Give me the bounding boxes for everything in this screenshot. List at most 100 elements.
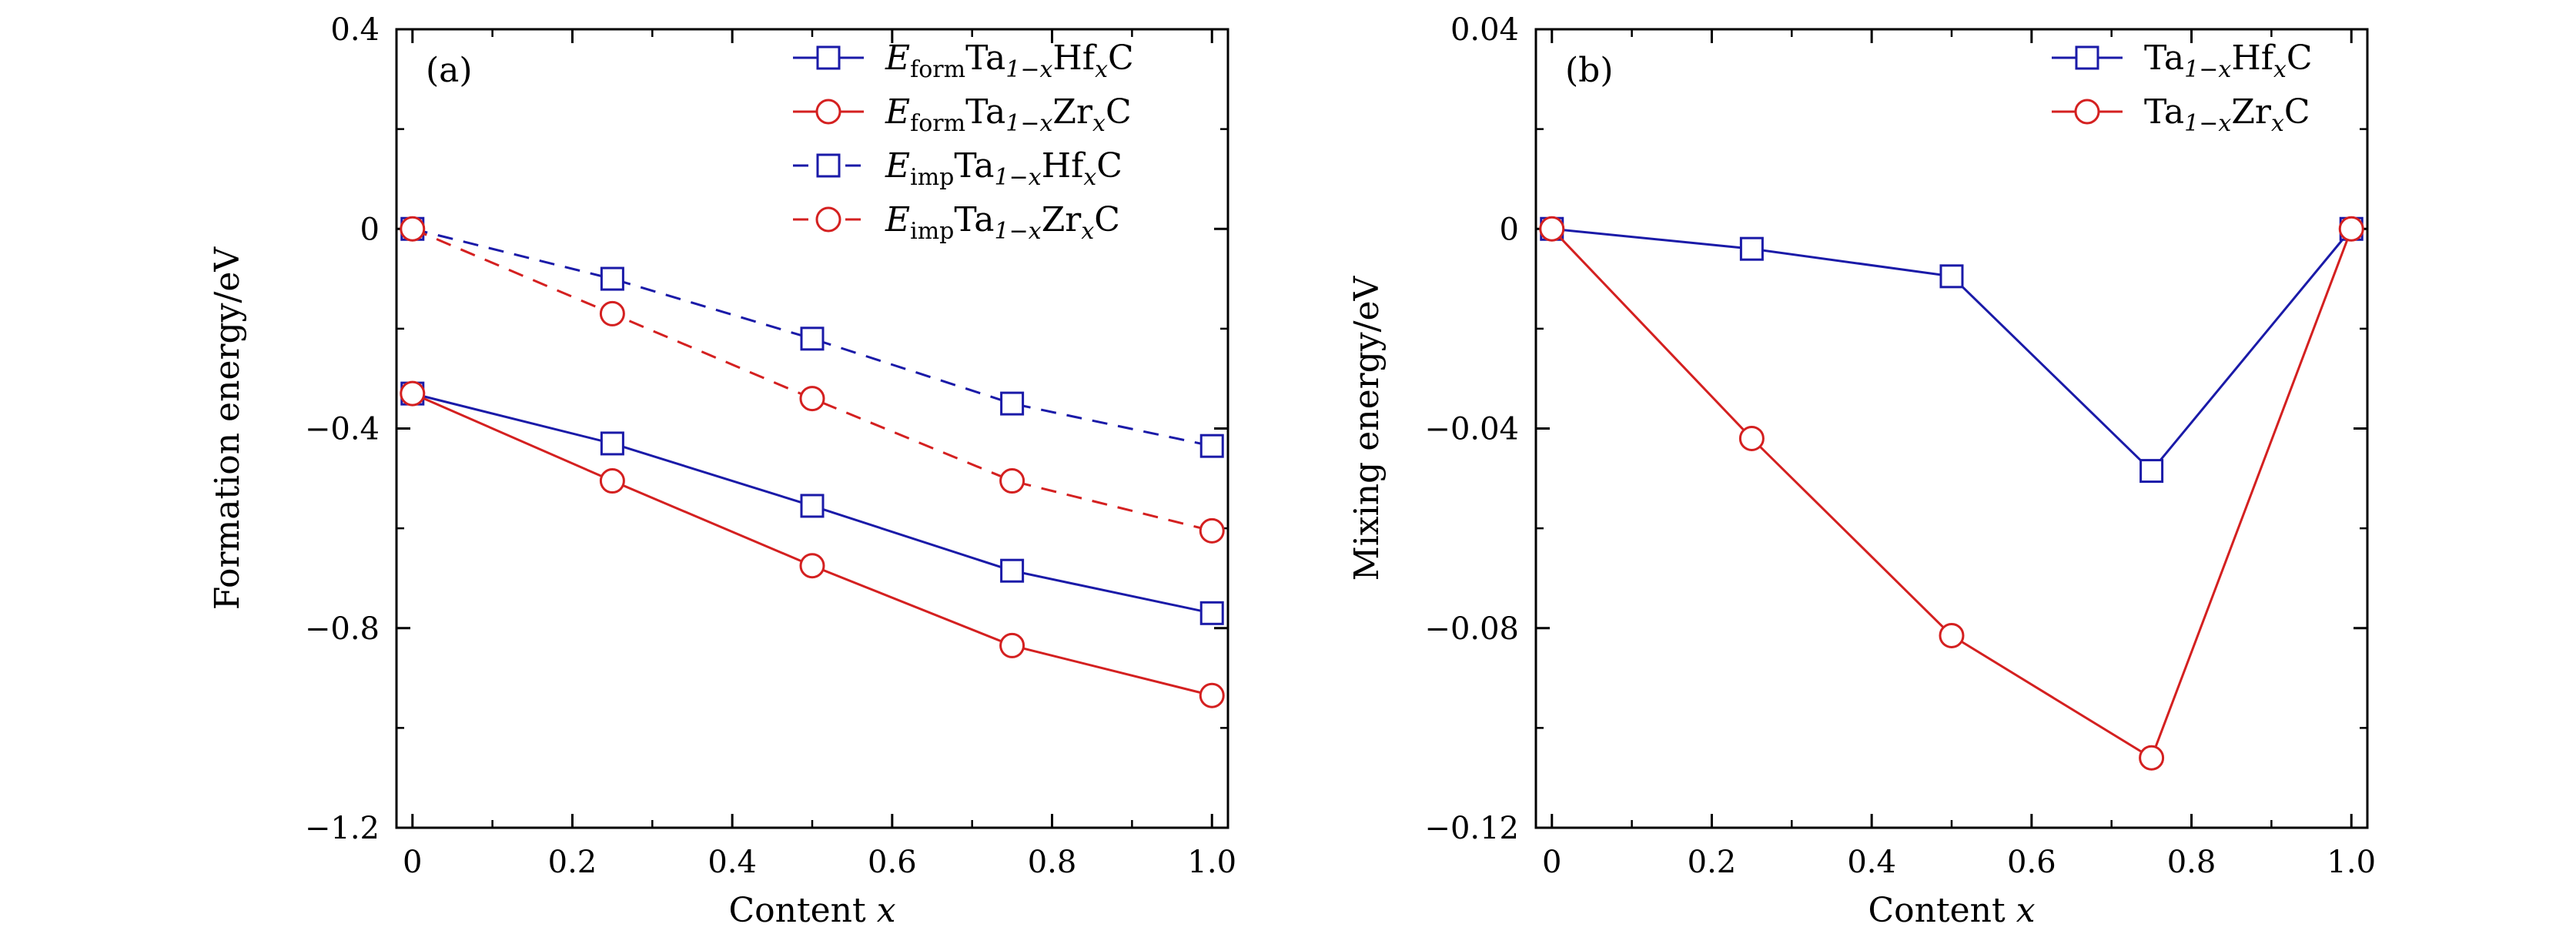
x-axis-title-text: Content (1868, 891, 2016, 930)
x-axis-title-text: Content (728, 891, 876, 930)
legend-entry: EimpTa1−xZrxC (885, 200, 1120, 245)
y-axis-title: Mixing energy/eV (1347, 275, 1387, 581)
legend-mid: Zr (1042, 200, 1082, 239)
y-tick-label: −1.2 (305, 811, 380, 846)
data-point (799, 386, 825, 412)
legend-marker (816, 45, 841, 70)
data-point (1000, 558, 1025, 583)
data-point (2139, 459, 2164, 484)
legend-sub2: x (1095, 56, 1108, 83)
data-point (1000, 391, 1025, 416)
data-point (599, 468, 625, 494)
legend-marker (815, 206, 841, 233)
legend-end: C (1106, 92, 1132, 132)
x-tick-label: 0 (1542, 845, 1561, 880)
legend-main: Ta (954, 146, 994, 186)
y-tick-label: 0 (360, 212, 380, 247)
series-line (1551, 228, 2353, 760)
legend-end: C (1094, 200, 1120, 239)
data-point (1199, 517, 1225, 544)
legend-mid: Hf (1042, 146, 1086, 186)
x-axis-title: Content x (728, 891, 895, 930)
legend-end: C (1108, 38, 1134, 78)
data-point (999, 632, 1025, 658)
legend-marker (815, 99, 841, 125)
data-point (1939, 622, 1965, 648)
legend-end: C (2287, 38, 2313, 78)
legend-e: E (885, 200, 910, 239)
legend-sub2: x (2271, 110, 2284, 137)
data-point (600, 431, 624, 456)
plot-frame (1534, 28, 2369, 829)
legend-main: Ta (2144, 92, 2184, 132)
legend-main: Ta (965, 92, 1005, 132)
legend-marker (816, 153, 841, 178)
x-tick-label: 0 (403, 845, 422, 880)
series-line (412, 227, 1213, 532)
x-tick-label: 0.4 (708, 845, 757, 880)
legend-sub2: x (2273, 56, 2287, 83)
legend-sub1: 1−x (1005, 56, 1052, 83)
data-point (1199, 434, 1224, 458)
panel-label: (a) (426, 51, 473, 90)
legend-e-sub: form (910, 110, 965, 137)
y-axis-title: Formation energy/eV (208, 246, 247, 611)
series-line (412, 392, 1213, 697)
panel-b: 0 0.2 0.4 0.6 0.8 1.0 0.04 0 −0.04 −0.08 −0.12 Cont… (1347, 12, 2376, 930)
data-point (600, 266, 624, 291)
legend-mid: Zr (2231, 92, 2272, 132)
x-tick-label: 0.4 (1847, 845, 1896, 880)
legend-e: E (885, 146, 910, 186)
legend-marker (2075, 45, 2099, 70)
y-tick-label: −0.08 (1424, 611, 1519, 647)
legend-e-sub: imp (910, 164, 954, 191)
data-point (1739, 236, 1764, 261)
legend-entry: EformTa1−xHfxC (885, 38, 1134, 83)
data-point (1539, 216, 1565, 242)
legend-sub1: 1−x (995, 218, 1042, 245)
legend-end: C (2284, 92, 2310, 132)
x-tick-label: 0.6 (868, 845, 917, 880)
data-point (1939, 264, 1964, 289)
legend-marker (2074, 99, 2100, 125)
legend-entry: Ta1−xZrxC (2144, 92, 2310, 137)
x-axis-title: Content x (1868, 891, 2035, 930)
data-point (599, 300, 625, 326)
legend-e: E (885, 38, 910, 78)
data-point (2338, 216, 2364, 242)
y-tick-label: −0.8 (305, 611, 380, 647)
data-point (2139, 745, 2165, 771)
series-4 (400, 216, 1225, 544)
legend-main: Ta (965, 38, 1005, 78)
series-2 (1539, 216, 2364, 771)
data-point (1738, 425, 1765, 451)
x-tick-label: 1.0 (2327, 845, 2376, 880)
legend-sub1: 1−x (995, 164, 1042, 191)
x-axis-title-var: x (877, 891, 896, 930)
legend-sub1: 1−x (2184, 110, 2231, 137)
y-tick-label: 0 (1500, 212, 1519, 247)
x-tick-label: 1.0 (1187, 845, 1236, 880)
data-point (999, 468, 1025, 494)
panel-label: (b) (1565, 51, 1614, 90)
series-1 (1540, 216, 2364, 484)
legend-mid: Hf (1052, 38, 1096, 78)
data-point (800, 326, 825, 351)
x-tick-label: 0.8 (1028, 845, 1077, 880)
y-tick-label: −0.04 (1424, 412, 1519, 447)
legend-sub1: 1−x (1005, 110, 1052, 137)
y-tick-label: −0.12 (1424, 811, 1519, 846)
legend-entry: EimpTa1−xHfxC (885, 146, 1122, 191)
legend-end: C (1096, 146, 1122, 186)
data-point (800, 494, 825, 518)
legend-sub2: x (1092, 110, 1106, 137)
legend-entry: EformTa1−xZrxC (885, 92, 1132, 137)
data-point (1199, 682, 1225, 708)
legend-e-sub: imp (910, 218, 954, 245)
data-point (1199, 601, 1224, 625)
x-tick-label: 0.2 (548, 845, 597, 880)
legend-e: E (885, 92, 910, 132)
legend-sub1: 1−x (2184, 56, 2231, 83)
